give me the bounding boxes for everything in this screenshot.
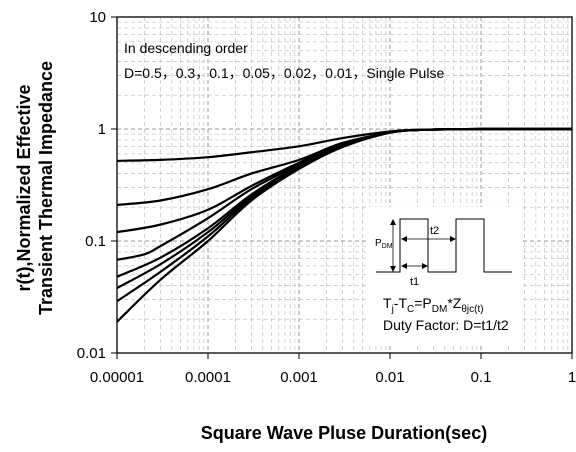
curves	[116, 127, 573, 323]
pdm-arrow-up	[390, 219, 396, 225]
t2-arrow-right	[450, 236, 456, 242]
x-tick-label: 0.1	[471, 369, 492, 386]
y-tick-label: 10	[89, 9, 106, 26]
pdm-arrow-down	[390, 266, 396, 272]
inset-background	[366, 207, 522, 343]
annotation-order: In descending order	[124, 40, 248, 56]
pdm-label: PDM	[375, 238, 393, 250]
t1-arrow-left	[401, 263, 407, 269]
x-tick-label: 0.00001	[90, 369, 144, 386]
series-curve-8	[116, 127, 573, 323]
x-axis-title: Square Wave Pluse Duration(sec)	[201, 423, 487, 443]
x-tick-label: 0.01	[375, 369, 404, 386]
series-curve-2	[116, 127, 572, 207]
plot-frame	[116, 16, 573, 354]
x-tick-label: 0.0001	[185, 369, 231, 386]
y-axis-title-line2: Transient Thermal Impedance	[36, 61, 56, 315]
y-tick-label: 0.1	[85, 233, 106, 250]
y-tick-label: 0.01	[77, 345, 106, 362]
y-tick-label: 1	[98, 121, 106, 138]
t2-arrow-left	[401, 236, 407, 242]
y-axis-title-line1: r(t),Normalized Effective	[14, 84, 34, 291]
t2-label: t2	[430, 225, 439, 237]
x-tick-label: 0.001	[280, 369, 318, 386]
duty-factor: Duty Factor: D=t1/t2	[383, 317, 509, 333]
x-tick-label: 1	[568, 369, 576, 386]
t1-label: t1	[410, 276, 419, 288]
annotation-d-values: D=0.5，0.3，0.1，0.05，0.02，0.01，Single Puls…	[124, 65, 444, 81]
junction-formula: Tj-TC=PDM*Zθjc(t)	[383, 295, 484, 315]
t1-arrow-right	[422, 263, 428, 269]
pulse-waveform	[376, 218, 512, 273]
waveform-inset: PDM t2 t1 Tj-TC=PDM*Zθjc(t) Duty Factor:…	[366, 207, 522, 343]
tick-labels: 0.00001 0.0001 0.001 0.01 0.1 1 0.01 0.1 1 10	[77, 9, 576, 386]
